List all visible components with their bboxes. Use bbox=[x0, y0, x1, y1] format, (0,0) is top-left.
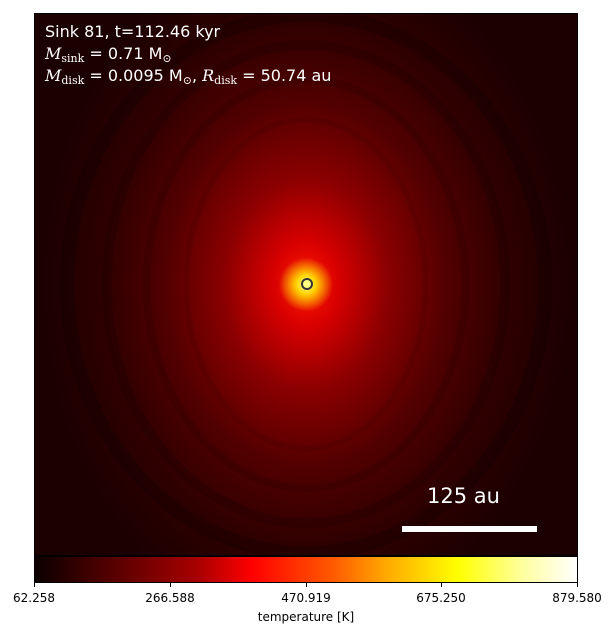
sun-symbol: ⊙ bbox=[162, 52, 172, 65]
colorbar-tick-label: 470.919 bbox=[281, 591, 331, 605]
title-disk-params: Mdisk = 0.0095 M⊙, Rdisk = 50.74 au bbox=[45, 66, 331, 91]
colorbar-tick-label: 675.250 bbox=[416, 591, 466, 605]
temperature-map: Sink 81, t=112.46 kyr Msink = 0.71 M⊙ Md… bbox=[34, 13, 578, 556]
colorbar-tick bbox=[306, 583, 307, 587]
disk-subscript: disk bbox=[61, 74, 85, 87]
title-sink-time: Sink 81, t=112.46 kyr bbox=[45, 22, 220, 42]
radius-symbol: R bbox=[202, 66, 215, 85]
colorbar-tick bbox=[34, 583, 35, 587]
mass-symbol: M bbox=[45, 66, 62, 85]
separator: , bbox=[191, 66, 203, 85]
contour-ring bbox=[59, 14, 553, 555]
scale-bar-label: 125 au bbox=[427, 484, 500, 508]
disk-subscript: disk bbox=[214, 74, 238, 87]
contour-ring bbox=[183, 116, 429, 452]
colorbar-tick bbox=[170, 583, 171, 587]
contour-rings bbox=[59, 14, 553, 555]
colorbar-tick bbox=[441, 583, 442, 587]
colorbar-tick bbox=[577, 583, 578, 587]
sink-mass-value: = 0.71 M bbox=[84, 44, 163, 63]
contour-ring bbox=[142, 75, 470, 493]
colorbar-tick-label: 62.258 bbox=[13, 591, 55, 605]
contour-ring bbox=[101, 39, 511, 529]
sun-symbol: ⊙ bbox=[182, 74, 192, 87]
mass-symbol: M bbox=[45, 44, 62, 63]
scale-bar bbox=[402, 526, 537, 532]
disk-mass-value: = 0.0095 M bbox=[84, 66, 183, 85]
colorbar-label: temperature [K] bbox=[257, 610, 355, 624]
title-sink-mass: Msink = 0.71 M⊙ bbox=[45, 44, 172, 69]
disk-radius-value: = 50.74 au bbox=[237, 66, 332, 85]
sink-time-text: Sink 81, t=112.46 kyr bbox=[45, 22, 221, 41]
colorbar-tick-label: 879.580 bbox=[552, 591, 602, 605]
sink-marker bbox=[301, 278, 313, 290]
colorbar-tick-label: 266.588 bbox=[145, 591, 195, 605]
colorbar bbox=[34, 556, 578, 583]
sink-subscript: sink bbox=[61, 52, 85, 65]
